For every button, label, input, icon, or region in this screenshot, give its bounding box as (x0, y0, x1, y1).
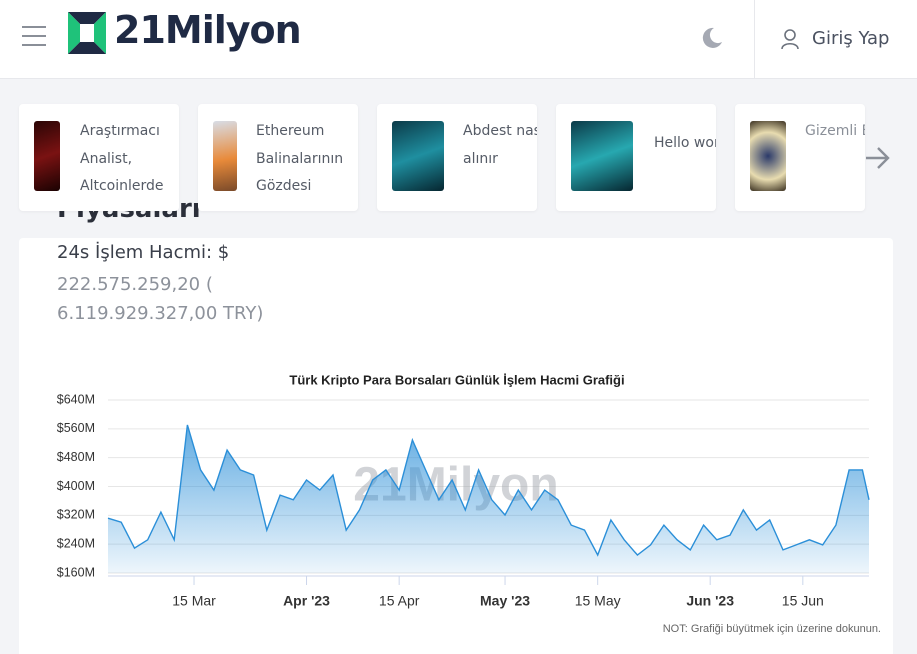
logo-number: 21 (114, 8, 166, 52)
y-tick-label: $160M (57, 565, 95, 579)
story-thumbnail (750, 121, 786, 191)
volume-chart[interactable]: Türk Kripto Para Borsaları Günlük İşlem … (0, 360, 917, 654)
area-line (107, 424, 870, 557)
y-tick-label: $560M (57, 421, 95, 435)
story-thumbnail (213, 121, 237, 191)
story-text: Gizemli Bitcoin Cüzdan (805, 123, 865, 139)
volume-value: 222.575.259,20 ( 6.119.929.327,00 TRY) (57, 274, 264, 324)
x-tick-label: Apr '23 (283, 593, 330, 609)
logo-icon[interactable] (68, 12, 106, 54)
story-card[interactable]: Abdest nasıl alınır (377, 104, 537, 211)
story-text: Hello world! (654, 135, 716, 151)
y-tick-label: $640M (57, 392, 95, 406)
market-panel (19, 238, 893, 654)
y-tick-label: $480M (57, 450, 95, 464)
x-tick-label: May '23 (480, 593, 530, 609)
x-tick-label: 15 Mar (172, 593, 216, 609)
x-tick-label: 15 May (575, 593, 621, 609)
volume-label: 24s İşlem Hacmi: $ (57, 242, 230, 263)
user-icon[interactable] (780, 28, 800, 50)
story-thumbnail (34, 121, 60, 191)
y-tick-label: $400M (57, 479, 95, 493)
divider (754, 0, 755, 78)
story-text: Ethereum Balinalarının Gözdesi (256, 123, 344, 194)
chart-note: NOT: Grafiği büyütmek için üzerine dokun… (663, 623, 881, 635)
y-tick-label: $320M (57, 508, 95, 522)
story-card[interactable]: Hello world! (556, 104, 716, 211)
story-card[interactable]: Ethereum Balinalarının Gözdesi (198, 104, 358, 211)
story-thumbnail (571, 121, 633, 191)
x-tick-label: 15 Jun (782, 593, 824, 609)
logo-text: Milyon (164, 8, 302, 52)
chart-title: Türk Kripto Para Borsaları Günlük İşlem … (289, 372, 624, 387)
y-tick-label: $240M (57, 536, 95, 550)
menu-button[interactable] (22, 26, 46, 46)
next-arrow[interactable] (864, 145, 892, 171)
story-text: Araştırmacı Analist, Altcoinlerde (80, 123, 164, 194)
story-text: Abdest nasıl alınır (463, 123, 537, 167)
logo[interactable]: 21Milyon (114, 8, 302, 52)
x-tick-label: Jun '23 (686, 593, 734, 609)
login-link[interactable]: Giriş Yap (812, 28, 890, 49)
x-tick-label: 15 Apr (379, 593, 420, 609)
theme-toggle[interactable] (700, 26, 724, 50)
story-thumbnail (392, 121, 444, 191)
story-card[interactable]: Gizemli Bitcoin Cüzdan (735, 104, 865, 211)
area-fill (108, 424, 869, 573)
story-card[interactable]: Araştırmacı Analist, Altcoinlerde (19, 104, 179, 211)
header: 21Milyon Giriş Yap (0, 0, 917, 79)
